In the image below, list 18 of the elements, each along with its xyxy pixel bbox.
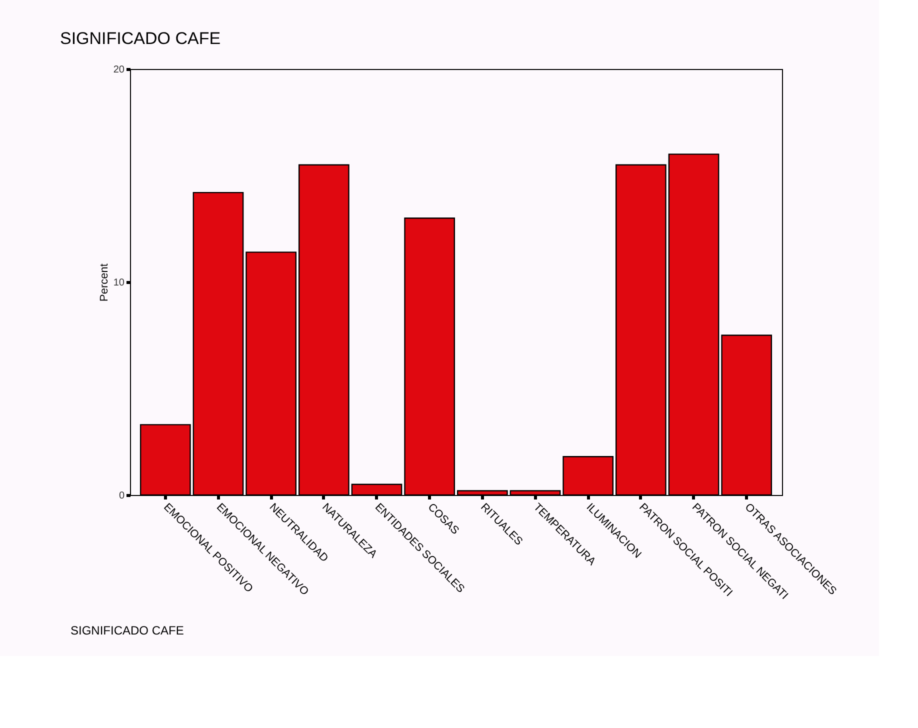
y-tick-label: 20 [113, 64, 125, 76]
bar [510, 490, 561, 496]
bar [192, 192, 244, 496]
x-axis-title: SIGNIFICADO CAFE [70, 624, 184, 638]
bar [298, 164, 350, 496]
bar [456, 490, 508, 496]
bar [246, 252, 297, 496]
y-tick-label: 0 [118, 490, 125, 502]
bar [615, 164, 666, 496]
bar [668, 154, 720, 496]
bar [140, 424, 191, 496]
bar [562, 456, 614, 496]
y-axis-title: Percent [98, 264, 110, 302]
y-tick-label: 10 [113, 278, 125, 288]
bar [721, 334, 772, 496]
bar [404, 218, 456, 496]
chart-title: SIGNIFICADO CAFE [60, 29, 221, 48]
bar [351, 484, 402, 496]
